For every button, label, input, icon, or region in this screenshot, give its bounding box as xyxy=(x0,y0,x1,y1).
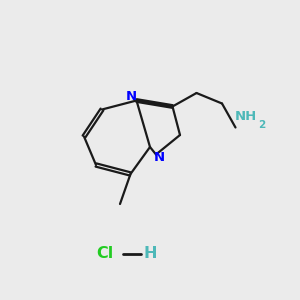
Text: H: H xyxy=(143,246,157,261)
Text: 2: 2 xyxy=(258,119,265,130)
Text: N: N xyxy=(125,90,137,104)
Text: NH: NH xyxy=(235,110,257,124)
Text: N: N xyxy=(153,151,165,164)
Text: Cl: Cl xyxy=(96,246,114,261)
